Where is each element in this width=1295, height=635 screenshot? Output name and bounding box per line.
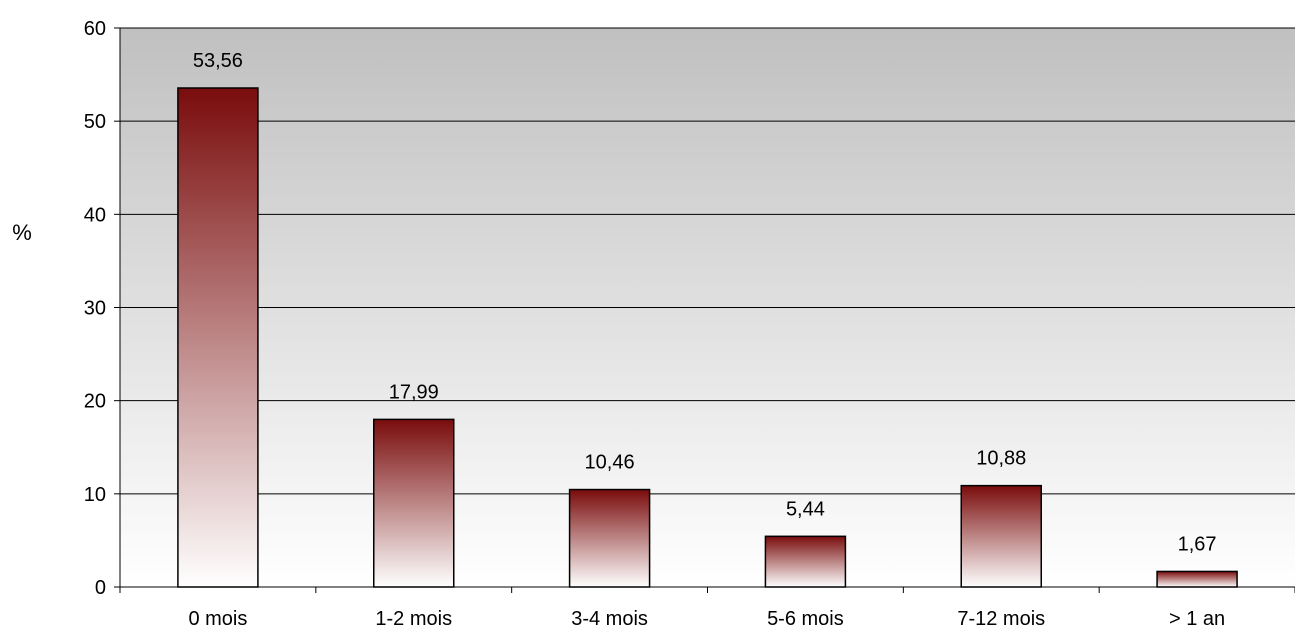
- bars: [177, 87, 1238, 588]
- data-label: 53,56: [193, 50, 243, 72]
- y-axis-title: %: [12, 220, 32, 245]
- value-labels: 53,56 17,99 10,46 5,44 10,88 1,67: [193, 50, 1217, 555]
- data-label: 5,44: [786, 498, 825, 520]
- bar: [1156, 570, 1238, 588]
- y-tick-label: 60: [84, 18, 106, 40]
- x-tick-label: 1-2 mois: [375, 608, 452, 630]
- x-tick-label: 5-6 mois: [767, 608, 844, 630]
- y-tick-label: 30: [84, 298, 106, 320]
- x-tick-label: 0 mois: [188, 608, 247, 630]
- y-tick-label: 20: [84, 391, 106, 413]
- x-tick-label: > 1 an: [1169, 608, 1225, 630]
- x-tick-label: 7-12 mois: [957, 608, 1045, 630]
- x-axis-ticks: [119, 587, 1295, 593]
- data-label: 10,88: [976, 448, 1026, 470]
- data-label: 10,46: [585, 452, 635, 474]
- bar: [960, 484, 1042, 588]
- category-labels: 0 mois 1-2 mois 3-4 mois 5-6 mois 7-12 mois >…: [188, 608, 1225, 630]
- y-tick-label: 0: [95, 577, 106, 599]
- data-label: 17,99: [389, 381, 439, 403]
- bar: [568, 488, 651, 588]
- gridlines: [120, 27, 1295, 495]
- x-tick-label: 3-4 mois: [571, 608, 648, 630]
- bar: [373, 418, 455, 588]
- data-label: 1,67: [1178, 533, 1217, 555]
- y-tick-label: 10: [84, 484, 106, 506]
- y-tick-label: 40: [84, 204, 106, 226]
- y-tick-label: 50: [84, 111, 106, 133]
- y-axis-ticks: 0 10 20 30 40 50 60: [84, 18, 120, 599]
- bar: [177, 87, 259, 588]
- bar: [764, 535, 847, 588]
